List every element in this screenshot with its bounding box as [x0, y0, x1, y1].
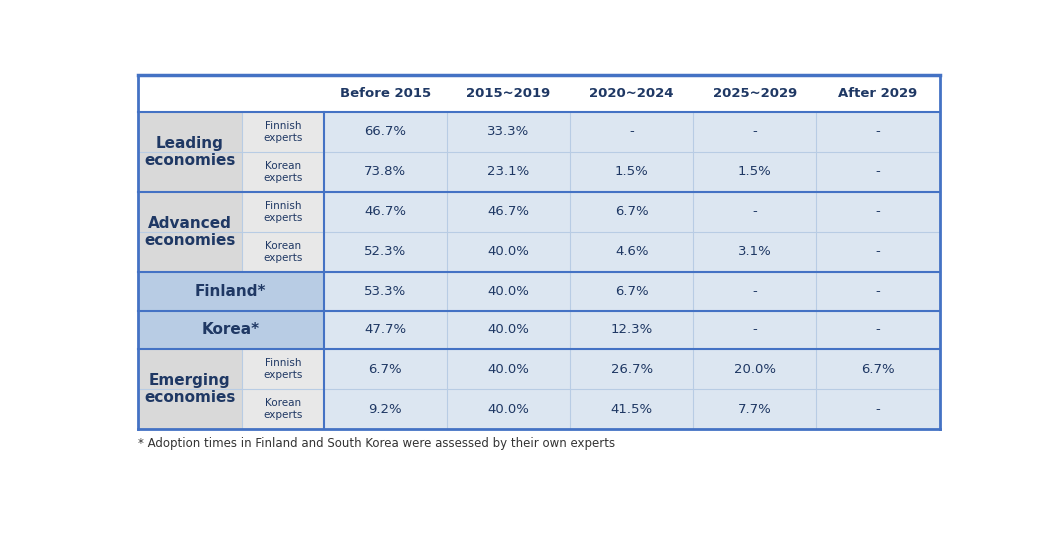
Bar — [324, 112, 940, 152]
Text: -: - — [875, 125, 881, 138]
Text: 1.5%: 1.5% — [615, 165, 648, 179]
Text: 9.2%: 9.2% — [368, 403, 401, 416]
Text: 20.0%: 20.0% — [734, 362, 776, 376]
Bar — [324, 349, 940, 389]
Text: 6.7%: 6.7% — [861, 362, 894, 376]
Text: -: - — [875, 403, 881, 416]
Text: Advanced
economies: Advanced economies — [144, 216, 235, 248]
Bar — [138, 349, 242, 389]
Bar — [138, 310, 242, 349]
Text: 12.3%: 12.3% — [611, 323, 653, 336]
Text: 23.1%: 23.1% — [488, 165, 530, 179]
Bar — [138, 112, 242, 152]
Bar — [324, 192, 940, 232]
Text: Finnish
experts: Finnish experts — [263, 358, 303, 380]
Text: * Adoption times in Finland and South Korea were assessed by their own experts: * Adoption times in Finland and South Ko… — [138, 437, 615, 450]
Text: 33.3%: 33.3% — [488, 125, 530, 138]
Text: -: - — [875, 165, 881, 179]
Bar — [324, 232, 940, 272]
Text: 52.3%: 52.3% — [364, 245, 407, 259]
Text: 40.0%: 40.0% — [488, 403, 530, 416]
Text: -: - — [875, 323, 881, 336]
Bar — [324, 389, 940, 429]
Text: Leading
economies: Leading economies — [144, 136, 235, 168]
Bar — [242, 152, 324, 192]
Text: -: - — [875, 206, 881, 218]
Text: Korean
experts: Korean experts — [263, 398, 303, 420]
Text: 40.0%: 40.0% — [488, 362, 530, 376]
Text: 46.7%: 46.7% — [365, 206, 406, 218]
Text: 73.8%: 73.8% — [364, 165, 407, 179]
Bar — [324, 152, 940, 192]
Bar — [242, 112, 324, 152]
Bar — [324, 272, 940, 310]
Text: Korean
experts: Korean experts — [263, 241, 303, 263]
Text: 40.0%: 40.0% — [488, 323, 530, 336]
Bar — [242, 310, 324, 349]
Text: 2020~2024: 2020~2024 — [590, 87, 674, 100]
Bar — [138, 192, 242, 232]
Text: -: - — [630, 125, 634, 138]
Text: -: - — [875, 285, 881, 298]
Bar — [324, 310, 940, 349]
Bar — [242, 192, 324, 232]
Text: Finland*: Finland* — [194, 284, 266, 299]
Text: 66.7%: 66.7% — [365, 125, 406, 138]
Bar — [242, 272, 324, 310]
Text: 4.6%: 4.6% — [615, 245, 648, 259]
Text: Finnish
experts: Finnish experts — [263, 121, 303, 143]
Bar — [242, 389, 324, 429]
Text: 3.1%: 3.1% — [738, 245, 771, 259]
Bar — [138, 232, 242, 272]
Bar — [138, 152, 242, 192]
Text: 40.0%: 40.0% — [488, 245, 530, 259]
Bar — [138, 272, 242, 310]
Bar — [138, 389, 242, 429]
Text: Korea*: Korea* — [202, 322, 260, 337]
Text: Emerging
economies: Emerging economies — [144, 373, 235, 405]
Text: 6.7%: 6.7% — [615, 206, 648, 218]
Text: Before 2015: Before 2015 — [339, 87, 431, 100]
Text: -: - — [753, 323, 757, 336]
Text: After 2029: After 2029 — [839, 87, 918, 100]
Text: -: - — [753, 285, 757, 298]
Text: -: - — [753, 125, 757, 138]
Text: 6.7%: 6.7% — [615, 285, 648, 298]
Bar — [242, 349, 324, 389]
Text: 26.7%: 26.7% — [611, 362, 653, 376]
Text: 41.5%: 41.5% — [611, 403, 653, 416]
Bar — [242, 232, 324, 272]
Bar — [138, 75, 940, 112]
Text: 46.7%: 46.7% — [488, 206, 530, 218]
Text: 47.7%: 47.7% — [364, 323, 407, 336]
Text: -: - — [753, 206, 757, 218]
Text: Finnish
experts: Finnish experts — [263, 201, 303, 223]
Text: Korean
experts: Korean experts — [263, 161, 303, 183]
Text: 7.7%: 7.7% — [738, 403, 771, 416]
Text: -: - — [875, 245, 881, 259]
Text: 40.0%: 40.0% — [488, 285, 530, 298]
Text: 2015~2019: 2015~2019 — [467, 87, 551, 100]
Text: 1.5%: 1.5% — [738, 165, 771, 179]
Text: 53.3%: 53.3% — [364, 285, 407, 298]
Text: 6.7%: 6.7% — [368, 362, 401, 376]
Text: 2025~2029: 2025~2029 — [713, 87, 797, 100]
